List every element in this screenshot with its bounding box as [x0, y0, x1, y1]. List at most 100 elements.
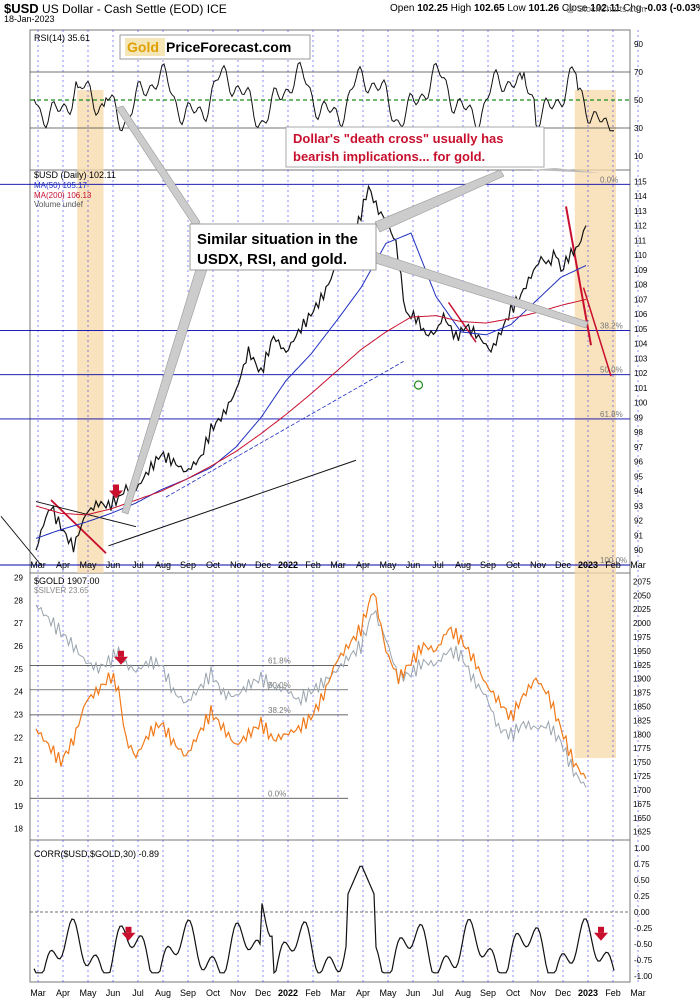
usd-tick-label: 105 — [634, 325, 648, 334]
gold-fib-label: 50.0% — [268, 681, 291, 690]
x-tick-label-upper: Apr — [56, 560, 70, 570]
close-label: Close — [561, 3, 588, 14]
x-tick-label: Sep — [480, 988, 496, 998]
gold-tick-label: 1925 — [633, 661, 651, 670]
usd-legend: $USD (Daily) 102.11 MA(50) 105.17 MA(200… — [34, 170, 116, 209]
rsi-tick-label: 50 — [634, 96, 643, 105]
x-tick-label-upper: Dec — [255, 560, 272, 570]
x-tick-label: Feb — [305, 988, 321, 998]
usd-tick-label: 104 — [634, 340, 648, 349]
x-tick-label: Jun — [406, 988, 421, 998]
corr-tick-label: 0.50 — [634, 876, 650, 885]
usd-tick-label: 100 — [634, 399, 648, 408]
usd-tick-label: 95 — [634, 472, 643, 481]
rsi-legend-text: RSI(14) 35.61 — [34, 33, 90, 43]
x-tick-label: Apr — [356, 988, 370, 998]
open-value: 102.25 — [417, 3, 448, 14]
usd-tick-label: 96 — [634, 458, 643, 467]
ohlc-readout: Open 102.25 High 102.65 Low 101.26 Close… — [390, 3, 700, 14]
silver-tick-label: 25 — [14, 665, 23, 674]
silver-tick-label: 23 — [14, 710, 23, 719]
usd-tick-label: 94 — [634, 487, 643, 496]
death-cross-line2: bearish implications... for gold. — [293, 149, 485, 164]
arrow-shaft — [598, 926, 604, 933]
corr-tick-label: 0.25 — [634, 892, 650, 901]
x-tick-label: Apr — [56, 988, 70, 998]
legend-volume: Volume undef — [34, 200, 84, 209]
usd-tick-label: 112 — [634, 222, 647, 231]
similar-line1: Similar situation in the — [197, 231, 358, 248]
legend-gold: $GOLD 1907.00 — [34, 576, 100, 586]
usd-tick-label: 93 — [634, 502, 643, 511]
gold-panel — [29, 572, 631, 841]
usd-down-arrow-icon — [109, 484, 123, 499]
silver-tick-label: 24 — [14, 688, 23, 697]
death-cross-line1: Dollar's "death cross" usually has — [293, 131, 504, 146]
gold-fib-label: 61.8% — [268, 656, 291, 665]
logo-gold-bg — [125, 38, 165, 56]
usd-tick-label: 91 — [634, 531, 643, 540]
x-tick-label: 2022 — [278, 988, 298, 998]
corr-legend: CORR($USD,$GOLD,30) -0.89 — [34, 849, 159, 859]
x-tick-label: Sep — [180, 988, 196, 998]
x-tick-label-upper: Aug — [155, 560, 171, 570]
usd-trendline — [108, 459, 357, 547]
gold-tick-label: 1625 — [633, 828, 651, 837]
legend-ma50: MA(50) 105.17 — [34, 181, 87, 190]
x-tick-label-upper: Jul — [132, 560, 144, 570]
x-tick-label: Oct — [506, 988, 521, 998]
corr-tick-label: 1.00 — [634, 844, 650, 853]
x-tick-label: Oct — [206, 988, 221, 998]
symbol: $USD — [4, 1, 39, 16]
usd-support-circle — [413, 380, 424, 390]
usd-tick-label: 110 — [634, 251, 647, 260]
silver-tick-label: 26 — [14, 642, 23, 651]
corr-tick-label: -0.25 — [634, 924, 653, 933]
corr-tick-label: -0.75 — [634, 956, 653, 965]
x-tick-label-upper: Mar — [30, 560, 46, 570]
gold-tick-label: 1725 — [633, 772, 651, 781]
close-value: 102.11 — [590, 3, 621, 14]
chart-title: $USD US Dollar - Cash Settle (EOD) ICE — [4, 1, 227, 16]
gold-legend: $GOLD 1907.00 $SILVER 23.65 — [34, 576, 100, 595]
silver-tick-label: 19 — [14, 802, 23, 811]
arrow-head — [121, 932, 136, 941]
x-tick-label-upper: Feb — [605, 560, 621, 570]
logo-gold-text: Gold — [127, 39, 159, 55]
corr-down-arrow-icon — [121, 926, 136, 941]
death-cross-callout: Dollar's "death cross" usually has beari… — [285, 126, 600, 173]
x-tick-label: Nov — [230, 988, 247, 998]
x-tick-label-upper: Dec — [555, 560, 572, 570]
usd-trendline — [165, 361, 404, 498]
pointer-death-cross — [374, 169, 505, 233]
x-tick-label-upper: May — [379, 560, 397, 570]
usd-trendline — [447, 301, 477, 343]
x-tick-label-upper: Mar — [330, 560, 346, 570]
usd-tick-label: 111 — [634, 236, 647, 245]
rsi-tick-label: 10 — [634, 152, 643, 161]
similar-line2: USDX, RSI, and gold. — [197, 251, 347, 268]
usd-trendline — [50, 499, 107, 554]
silver-tick-label: 22 — [14, 733, 23, 742]
legend-ma200: MA(200) 106.13 — [34, 191, 92, 200]
death-cross-pointer — [530, 168, 600, 173]
corr-tick-label: 0.00 — [634, 908, 650, 917]
x-tick-label-upper: May — [79, 560, 97, 570]
arrow-shaft — [113, 484, 119, 491]
usd-price-line — [35, 184, 587, 553]
gold-tick-label: 1650 — [633, 814, 651, 823]
x-tick-label: Aug — [455, 988, 471, 998]
similar-box — [189, 223, 377, 271]
x-tick-label-upper: Oct — [506, 560, 521, 570]
usd-tick-label: 109 — [634, 266, 648, 275]
silver-tick-label: 18 — [14, 825, 23, 834]
death-cross-box — [285, 126, 545, 168]
highlight-period-1 — [77, 90, 104, 573]
gold-tick-label: 2050 — [633, 591, 651, 600]
gold-tick-label: 1825 — [633, 716, 651, 725]
usd-tick-label: 92 — [634, 517, 643, 526]
x-tick-label-upper: 2022 — [278, 560, 298, 570]
corr-tick-label: 0.75 — [634, 860, 650, 869]
corr-legend-text: CORR($USD,$GOLD,30) -0.89 — [34, 849, 159, 859]
low-value: 101.26 — [528, 3, 560, 14]
